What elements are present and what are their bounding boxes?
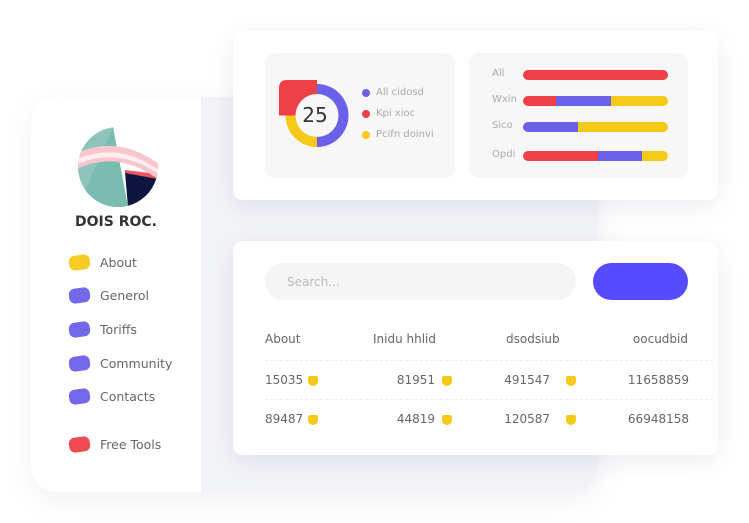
sidebar-item-label: About [100,255,137,270]
sidebar-item-contacts[interactable]: Contacts [68,387,156,406]
avatar [78,127,158,207]
stacked-bar [523,151,668,161]
stacked-bar [523,122,668,132]
bar-label: Sico [492,120,513,131]
nav-blob-icon [68,253,91,272]
bar-segment [523,96,557,106]
table-card: About Inidu hhlid dsodsiub oocudbid 15035 819… [233,241,718,455]
row-divider [265,360,713,361]
brand-name: DOIS ROC. [75,214,157,230]
table-cell: 66948158 [627,412,689,426]
shield-icon [442,376,452,386]
donut-segment-purple [317,84,349,147]
shield-icon [566,415,576,425]
bar-segment [598,151,642,161]
nav-blob-icon [68,387,91,406]
nav-blob-icon [68,320,91,339]
sidebar-item-label: Community [100,356,173,371]
search-input[interactable] [265,263,576,300]
legend-dot-icon [362,130,370,139]
stacked-bar [523,70,668,80]
legend-item: All cidosd [362,87,424,98]
table-cell: 491547 [504,373,550,387]
nav-blob-icon [68,435,91,454]
sidebar-item-free-tools[interactable]: Free Tools [68,435,162,454]
donut-segment-yellow [285,115,317,147]
table-cell: 15035 [265,373,304,387]
row-divider [265,399,713,400]
sidebar-item-generol[interactable]: Generol [68,286,149,305]
table-cell: 81951 [396,373,435,387]
legend-label: Pcifn doinvi [376,129,434,140]
bar-label: All [492,68,505,79]
donut-value: 25 [302,103,328,127]
table-cell: 120587 [504,412,550,426]
shield-icon [442,415,452,425]
legend-dot-icon [362,88,370,97]
column-header: Inidu hhlid [373,332,437,346]
donut-segment-red [279,80,317,116]
stats-card: 25 All cidosd Kpi xioc Pcifn doinvi All Wxi… [233,31,718,200]
table-cell: 11658859 [627,373,689,387]
nav-blob-icon [68,286,91,305]
bar-segment [523,70,668,80]
table-cell: 44819 [396,412,435,426]
sidebar: DOIS ROC. About Generol Toriffs Community Co… [31,97,201,492]
shield-icon [308,376,318,386]
legend-dot-icon [362,109,370,118]
sidebar-item-label: Generol [100,288,149,303]
bars-panel: All Wxin Sico Opdi [469,53,688,178]
shield-icon [308,415,318,425]
legend-item: Pcifn doinvi [362,129,434,140]
bar-segment [556,96,612,106]
bar-label: Opdi [492,149,516,160]
nav-blob-icon [68,354,91,373]
sidebar-item-toriffs[interactable]: Toriffs [68,320,137,339]
donut-chart [279,80,349,147]
bar-segment [611,96,668,106]
sidebar-item-label: Free Tools [100,437,162,452]
bar-segment [523,151,599,161]
donut-panel: 25 All cidosd Kpi xioc Pcifn doinvi [265,53,455,178]
table-cell: 89487 [265,412,304,426]
stacked-bar [523,96,668,106]
column-header: oocudbid [632,332,688,346]
bar-segment [578,122,668,132]
bar-segment [641,151,668,161]
sidebar-item-label: Contacts [100,389,156,404]
sidebar-item-label: Toriffs [100,322,137,337]
bar-label: Wxin [492,94,517,105]
legend-label: All cidosd [376,87,424,98]
shield-icon [566,376,576,386]
column-header: About [265,332,301,346]
sidebar-item-about[interactable]: About [68,253,137,272]
bar-segment [523,122,579,132]
column-header: dsodsiub [506,332,560,346]
legend-item: Kpi xioc [362,108,415,119]
search-button[interactable] [593,263,688,300]
sidebar-item-community[interactable]: Community [68,354,173,373]
legend-label: Kpi xioc [376,108,416,119]
